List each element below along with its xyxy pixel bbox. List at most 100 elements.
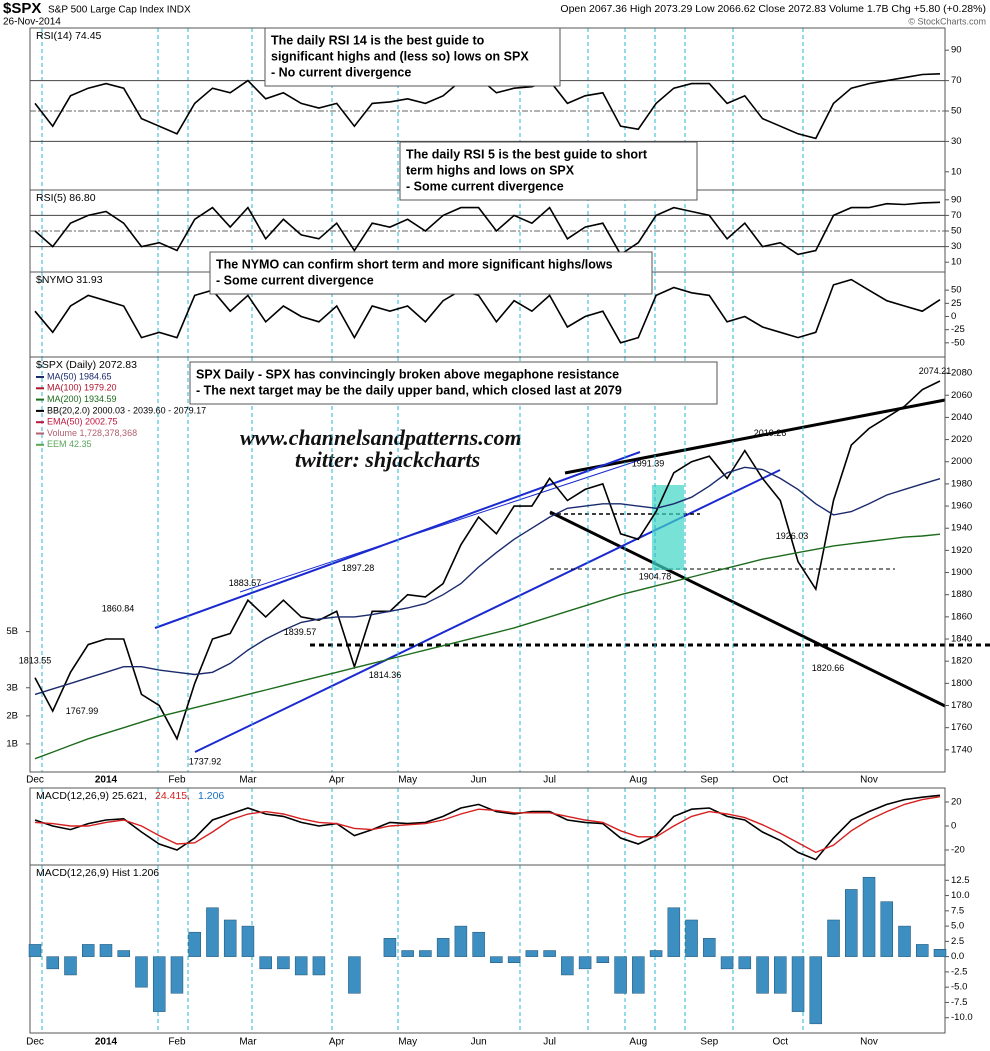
y-tick-label: -10.0 — [951, 1012, 973, 1023]
x-tick-label: Feb — [168, 1037, 186, 1048]
price-label: 2074.21 — [919, 366, 952, 376]
hist-bar — [791, 956, 805, 1012]
annotation-text: The NYMO can confirm short term and more… — [216, 257, 613, 271]
y-tick-label: 10 — [951, 166, 962, 177]
hist-bar — [46, 956, 59, 970]
y-tick-label: 30 — [951, 241, 962, 252]
y-tick-label: 1960 — [951, 501, 972, 512]
price-label: 1991.39 — [632, 459, 665, 469]
x-tick-label: May — [398, 775, 417, 786]
series-line — [34, 796, 941, 854]
hist-bar — [28, 944, 42, 957]
x-tick-label: 2014 — [95, 1037, 118, 1048]
hist-bar — [64, 956, 77, 976]
channel-line — [239, 459, 641, 593]
y-tick-label: 2060 — [951, 390, 972, 401]
hist-bar — [809, 956, 823, 1025]
y-tick-label: 70 — [951, 75, 962, 86]
y-tick-label: 2000 — [951, 456, 972, 467]
price-label: 1814.36 — [369, 670, 402, 680]
legend-label: MA(50) 1984.65 — [47, 371, 112, 381]
x-tick-label: Apr — [329, 1037, 345, 1048]
y-tick-label: 2020 — [951, 434, 972, 445]
annotation-text: - No current divergence — [271, 65, 411, 79]
x-tick-label: Dec — [26, 1037, 44, 1048]
annotation-box — [209, 251, 653, 295]
resistance-line — [564, 398, 946, 475]
annotation-text: SPX Daily - SPX has convincingly broken … — [196, 367, 619, 381]
hist-bar — [152, 956, 166, 1012]
price-label: 1813.55 — [19, 656, 52, 666]
hist-bar — [188, 931, 201, 957]
hist-bar — [117, 950, 130, 957]
y-tick-label: 50 — [951, 285, 962, 296]
x-tick-label: Apr — [329, 775, 345, 786]
date: 26-Nov-2014 — [3, 17, 61, 28]
credit: © StockCharts.com — [908, 16, 986, 26]
quote: Open 2067.36 High 2073.29 Low 2066.62 Cl… — [560, 3, 986, 15]
y-tick-label: 90 — [951, 45, 962, 56]
series-line — [34, 466, 941, 696]
price-label: 1860.84 — [102, 603, 135, 613]
panel-title: $SPX (Daily) 2072.83 — [36, 359, 137, 371]
x-tick-label: Mar — [239, 775, 257, 786]
hist-bar — [454, 925, 468, 957]
x-tick-label: Nov — [860, 1037, 878, 1048]
panel-title: RSI(14) 74.45 — [36, 30, 102, 42]
y-tick-label: 1900 — [951, 567, 972, 578]
panel-title-value: 25.621, — [112, 790, 147, 802]
panel-title: MACD(12,26,9) Hist 1.206 — [36, 867, 159, 879]
volume-tick-label: 1B — [6, 738, 18, 749]
price-label: 1820.66 — [812, 663, 845, 673]
series-line — [34, 380, 941, 741]
x-tick-label: Sep — [700, 1037, 718, 1048]
y-tick-label: -7.5 — [951, 997, 967, 1008]
y-tick-label: 0 — [951, 821, 956, 832]
y-tick-label: 10 — [951, 257, 962, 268]
channel-line — [194, 469, 781, 753]
legend-label: Volume 1,728,378,368 — [47, 428, 137, 438]
hist-bar — [294, 956, 308, 976]
x-tick-label: Oct — [773, 1037, 789, 1048]
hist-bar — [845, 889, 858, 957]
hist-bar — [348, 956, 361, 994]
series-line — [34, 794, 941, 861]
hist-bar — [578, 956, 592, 970]
y-tick-label: 2040 — [951, 412, 972, 423]
legend-label: EMA(50) 2002.75 — [47, 417, 118, 427]
hist-bar — [312, 956, 326, 976]
legend-label: MA(200) 1934.59 — [47, 394, 117, 404]
y-tick-label: 2.5 — [951, 936, 964, 947]
panel-title: $NYMO 31.93 — [36, 274, 103, 286]
annotation: The NYMO can confirm short term and more… — [209, 251, 653, 295]
price-label: 1897.28 — [342, 563, 375, 573]
series-line — [34, 201, 941, 256]
x-tick-label: Jul — [543, 1037, 556, 1048]
y-tick-label: 20 — [951, 797, 962, 808]
y-tick-label: 50 — [951, 106, 962, 117]
x-tick-label: Jul — [543, 775, 556, 786]
price-label: 1883.57 — [229, 578, 262, 588]
y-tick-label: 50 — [951, 226, 962, 237]
index-name: S&P 500 Large Cap Index INDX — [48, 5, 191, 16]
x-tick-label: Dec — [26, 775, 44, 786]
volume-tick-label: 3B — [6, 682, 18, 693]
y-tick-label: 5.0 — [951, 921, 964, 932]
annotation-text: significant highs and (less so) lows on … — [271, 49, 529, 63]
hist-bar — [135, 956, 148, 988]
volume-tick-label: 2B — [6, 710, 18, 721]
hist-bar — [490, 956, 503, 963]
y-tick-label: -20 — [951, 845, 965, 856]
x-tick-label: Jun — [471, 775, 487, 786]
hist-bar — [206, 907, 219, 957]
price-label: 1737.92 — [189, 757, 222, 767]
price-label: 1904.78 — [639, 572, 672, 582]
y-tick-label: 1740 — [951, 744, 972, 755]
panel-frame — [29, 356, 946, 773]
hist-bar — [241, 925, 255, 957]
y-tick-label: 90 — [951, 194, 962, 205]
y-tick-label: -2.5 — [951, 966, 967, 977]
hist-bar — [703, 938, 716, 957]
y-tick-label: 70 — [951, 210, 962, 221]
hist-bar — [99, 944, 113, 957]
